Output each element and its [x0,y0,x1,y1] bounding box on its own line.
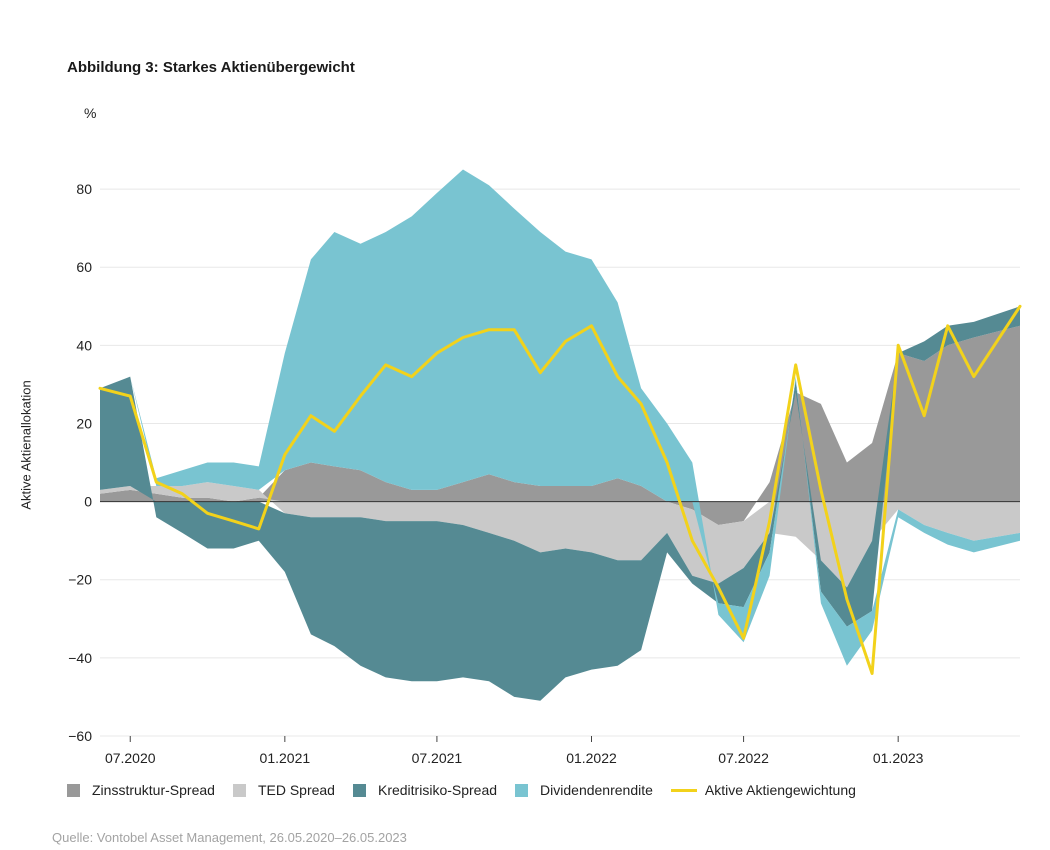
y-tick-label: 40 [76,337,92,353]
x-tick-label: 01.2023 [873,750,924,766]
legend-label: Zinsstruktur-Spread [92,782,215,798]
x-tick-label: 07.2022 [718,750,769,766]
legend-line-swatch [670,788,697,792]
aktive-aktiengewichtung-line [98,304,1022,675]
y-unit-label: % [84,105,97,121]
chart-title: Abbildung 3: Starkes Aktienübergewicht [67,59,355,76]
x-tick-label: 01.2021 [260,750,311,766]
dividendenrendite-area [100,169,1020,666]
y-tick-label: 0 [84,494,92,510]
legend-item: Dividendenrendite [515,782,653,798]
legend-swatch [232,783,246,797]
zinsstruktur-area [100,325,1020,525]
legend-swatch [67,783,80,797]
legend-label: Kreditrisiko-Spread [377,782,498,798]
y-tick-label: 60 [76,259,92,275]
legend-item: Zinsstruktur-Spread [67,782,215,798]
x-tick-label: 07.2021 [412,750,463,766]
legend-item: Kreditrisiko-Spread [352,782,498,798]
line-series [98,304,1022,675]
x-tick-label: 01.2022 [566,750,617,766]
source-note: Quelle: Vontobel Asset Management, 26.05… [52,830,407,845]
y-tick-label: −60 [68,728,92,744]
x-tick-labels: 07.2020 01.2021 07.2021 01.2022 07.2022 01.20… [105,736,924,766]
y-tick-label: 80 [76,181,92,197]
legend-swatch [515,783,529,797]
kreditrisiko-area [100,306,1020,701]
area-series [100,169,1020,701]
legend-label: TED Spread [257,782,335,798]
legend-label: Aktive Aktiengewichtung [704,782,856,798]
legend: Zinsstruktur-Spread TED Spread Kreditrisik… [67,782,874,798]
legend-item: Aktive Aktiengewichtung [670,782,856,798]
y-tick-label: −20 [68,572,92,588]
y-tick-label: −40 [68,650,92,666]
y-tick-labels: 80 60 40 20 0 −20 −40 −60 [68,181,92,744]
legend-swatch [352,783,366,797]
legend-item: TED Spread [232,782,335,798]
y-tick-label: 20 [76,415,92,431]
x-tick-label: 07.2020 [105,750,156,766]
ted-spread-area [100,482,1020,588]
legend-label: Dividendenrendite [540,782,653,798]
